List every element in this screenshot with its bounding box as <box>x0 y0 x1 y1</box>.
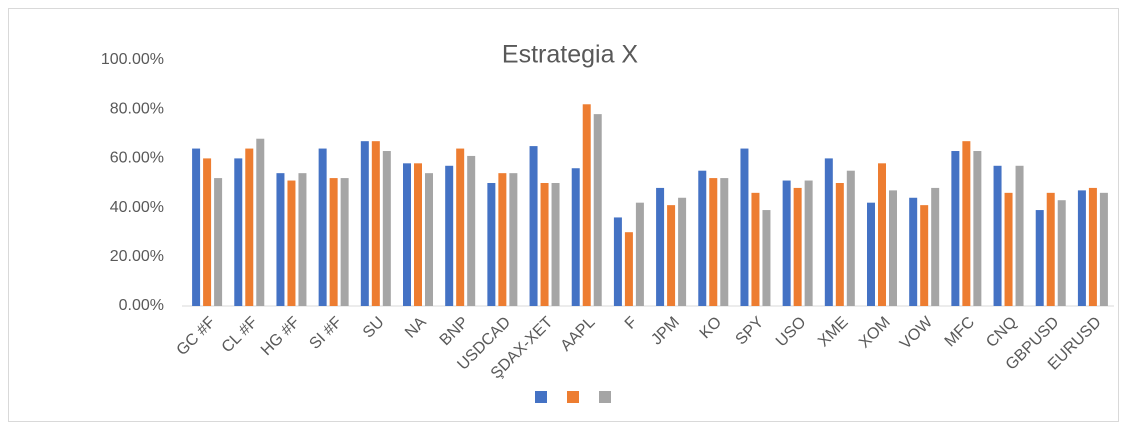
bar <box>360 141 369 306</box>
bar <box>487 183 496 306</box>
bar <box>867 202 875 306</box>
bar <box>318 148 327 306</box>
bar <box>340 178 349 306</box>
bar <box>973 151 982 306</box>
bar <box>824 158 833 306</box>
bar <box>582 104 591 306</box>
bar <box>298 173 307 306</box>
bar <box>720 178 729 306</box>
bar <box>382 151 391 306</box>
bar <box>245 148 254 306</box>
bar <box>793 187 802 306</box>
bar <box>835 183 844 306</box>
bar <box>256 138 265 306</box>
bar <box>804 180 813 306</box>
bar <box>1057 200 1066 306</box>
bar <box>1035 210 1044 306</box>
bar <box>1004 192 1013 306</box>
bar <box>1099 192 1108 306</box>
bar <box>414 163 422 306</box>
bar <box>678 197 687 306</box>
bar <box>993 165 1002 306</box>
bar <box>234 158 243 306</box>
bar <box>593 114 602 307</box>
bar <box>751 192 760 306</box>
y-tick-label: 60.00% <box>110 150 164 167</box>
legend-swatch <box>567 391 579 403</box>
bar <box>403 163 411 306</box>
bar <box>445 165 454 306</box>
bar <box>1015 165 1024 306</box>
bar <box>667 205 676 306</box>
bar <box>698 170 707 306</box>
bar <box>551 183 560 306</box>
bar <box>878 163 886 306</box>
y-tick-label: 40.00% <box>110 199 164 216</box>
legend-swatch <box>535 391 547 403</box>
bar <box>962 141 971 306</box>
bar <box>846 170 855 306</box>
bar <box>214 178 223 306</box>
y-tick-label: 0.00% <box>119 297 164 314</box>
bar <box>909 197 918 306</box>
bar <box>287 180 296 306</box>
bar <box>740 148 749 306</box>
bar <box>920 205 929 306</box>
bar <box>529 146 538 306</box>
bar <box>276 173 285 306</box>
bar <box>425 173 433 306</box>
bar <box>762 210 771 306</box>
bar <box>192 148 201 306</box>
chart-title: Estrategia X <box>502 41 639 69</box>
bar <box>624 232 633 306</box>
bar <box>782 180 791 306</box>
bar <box>709 178 718 306</box>
legend-swatch <box>599 391 611 403</box>
bar <box>329 178 338 306</box>
bar <box>540 183 549 306</box>
bar <box>656 187 665 306</box>
bar <box>931 187 940 306</box>
bar <box>1046 192 1055 306</box>
bar <box>571 168 580 306</box>
bar <box>456 148 465 306</box>
bar <box>509 173 518 306</box>
bar <box>1088 187 1097 306</box>
bar <box>951 151 960 306</box>
bar <box>467 155 476 306</box>
bar <box>889 190 897 306</box>
y-tick-label: 20.00% <box>110 248 164 265</box>
bar <box>613 217 622 306</box>
bar <box>203 158 212 306</box>
bar <box>498 173 507 306</box>
y-tick-label: 100.00% <box>101 51 164 68</box>
y-tick-label: 80.00% <box>110 100 164 117</box>
bar <box>371 141 380 306</box>
bar <box>1077 190 1086 306</box>
bar <box>635 202 644 306</box>
